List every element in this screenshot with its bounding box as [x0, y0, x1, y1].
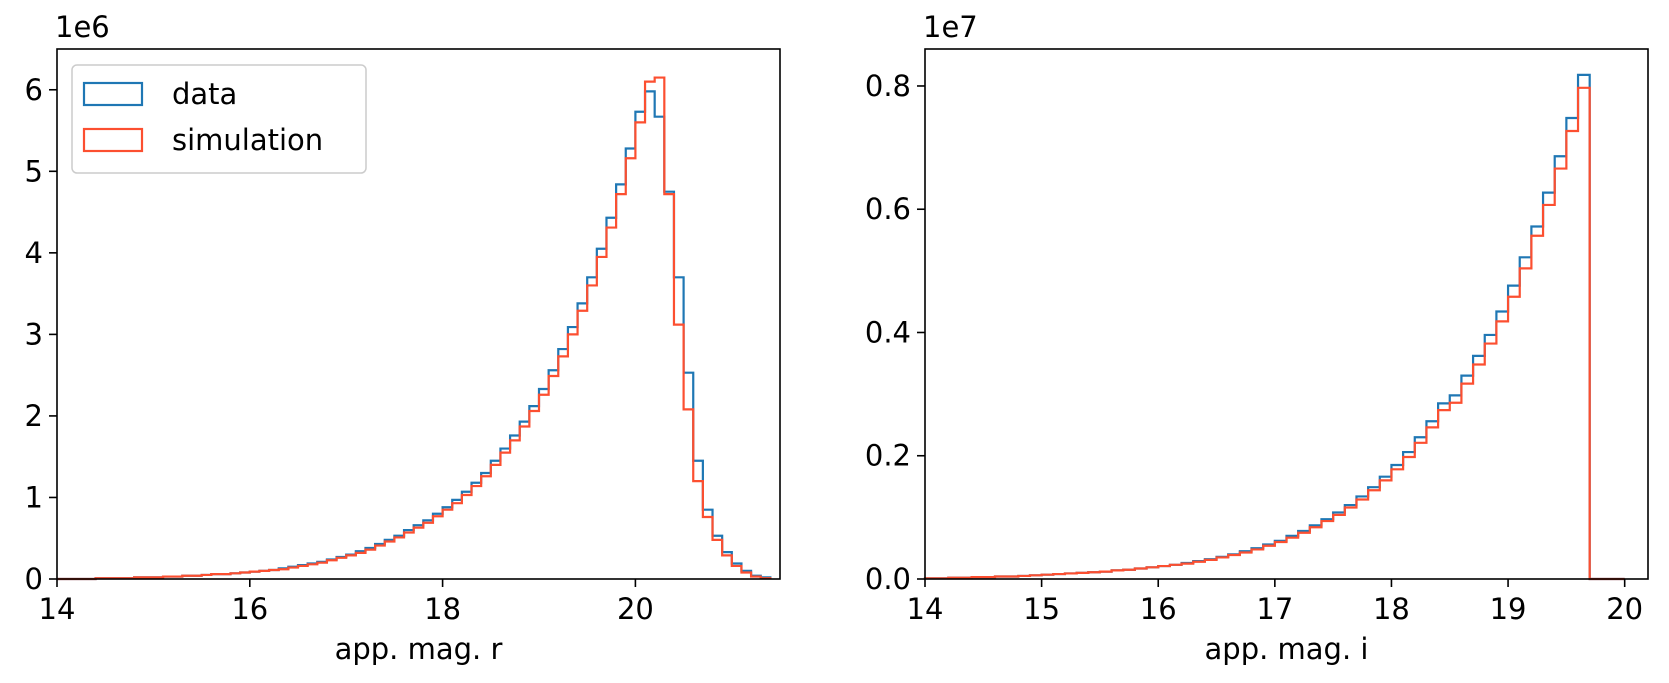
y-tick-label: 0.2 — [865, 439, 911, 473]
x-tick-label: 20 — [617, 592, 654, 626]
series-simulation-step — [57, 76, 772, 581]
x-tick-label: 14 — [907, 592, 944, 626]
y-tick-label: 0.8 — [865, 69, 911, 103]
legend-label-data: data — [172, 77, 237, 111]
plot-frame — [924, 48, 1649, 580]
y-offset-label: 1e6 — [55, 10, 110, 44]
y-tick-label: 0.4 — [865, 315, 911, 349]
x-tick-label: 16 — [231, 592, 268, 626]
x-tick-label: 18 — [424, 592, 461, 626]
y-tick-label: 4 — [25, 236, 43, 270]
x-axis-label: app. mag. i — [1205, 632, 1369, 666]
x-tick-label: 19 — [1490, 592, 1527, 626]
x-tick-label: 15 — [1023, 592, 1060, 626]
x-tick-label: 14 — [39, 592, 76, 626]
panel-app-mag-i: 14 15 16 17 18 19 20 0.0 0.2 0.4 0.6 0.8 app. mag. i… — [865, 10, 1649, 666]
y-tick-label: 2 — [25, 399, 43, 433]
panel-app-mag-r: 14 16 18 20 0 1 2 3 4 5 6 app. mag. r 1e6 data simulat… — [25, 10, 781, 666]
y-tick-label: 0.0 — [865, 562, 911, 596]
x-tick-label: 20 — [1606, 592, 1643, 626]
plot-frame — [56, 48, 781, 580]
legend-swatch-simulation — [82, 127, 144, 153]
y-tick-label: 0.6 — [865, 192, 911, 226]
series-simulation-step — [923, 86, 1625, 581]
y-offset-label: 1e7 — [923, 10, 978, 44]
y-tick-label: 3 — [25, 317, 43, 351]
y-tick-label: 1 — [25, 480, 43, 514]
legend-label-simulation: simulation — [172, 123, 323, 157]
series-data-step — [923, 73, 1625, 581]
legend-box — [71, 64, 367, 174]
x-tick-label: 17 — [1256, 592, 1293, 626]
x-tick-label: 18 — [1373, 592, 1410, 626]
y-tick-label: 0 — [25, 562, 43, 596]
x-axis-label: app. mag. r — [335, 632, 503, 666]
y-tick-label: 6 — [25, 73, 43, 107]
legend-swatch-data — [82, 81, 144, 107]
x-tick-label: 16 — [1140, 592, 1177, 626]
y-tick-label: 5 — [25, 154, 43, 188]
